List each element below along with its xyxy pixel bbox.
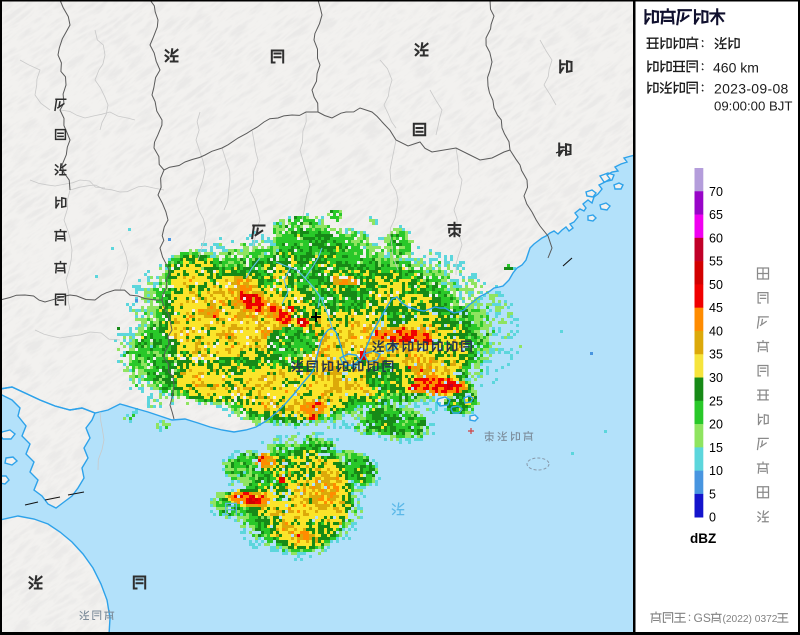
svg-text:40: 40 bbox=[709, 325, 723, 339]
svg-text:60: 60 bbox=[709, 231, 723, 245]
svg-text:GS: GS bbox=[694, 611, 711, 625]
svg-text:20: 20 bbox=[709, 418, 723, 432]
svg-text:10: 10 bbox=[709, 464, 723, 478]
svg-text:460 km: 460 km bbox=[713, 60, 759, 76]
svg-text:30: 30 bbox=[709, 371, 723, 385]
svg-text:0: 0 bbox=[709, 511, 716, 525]
svg-text:(2022) 0372: (2022) 0372 bbox=[723, 614, 778, 625]
svg-text:09:00:00 BJT: 09:00:00 BJT bbox=[714, 99, 792, 114]
svg-text:65: 65 bbox=[709, 208, 723, 222]
svg-text:35: 35 bbox=[709, 348, 723, 362]
svg-text:15: 15 bbox=[709, 441, 723, 455]
svg-text:55: 55 bbox=[709, 255, 723, 269]
svg-text:45: 45 bbox=[709, 301, 723, 315]
svg-text:5: 5 bbox=[709, 487, 716, 501]
svg-text:dBZ: dBZ bbox=[690, 531, 716, 546]
svg-text:2023-09-08: 2023-09-08 bbox=[714, 81, 789, 97]
svg-text:50: 50 bbox=[709, 278, 723, 292]
svg-text:70: 70 bbox=[709, 185, 723, 199]
svg-text:25: 25 bbox=[709, 394, 723, 408]
